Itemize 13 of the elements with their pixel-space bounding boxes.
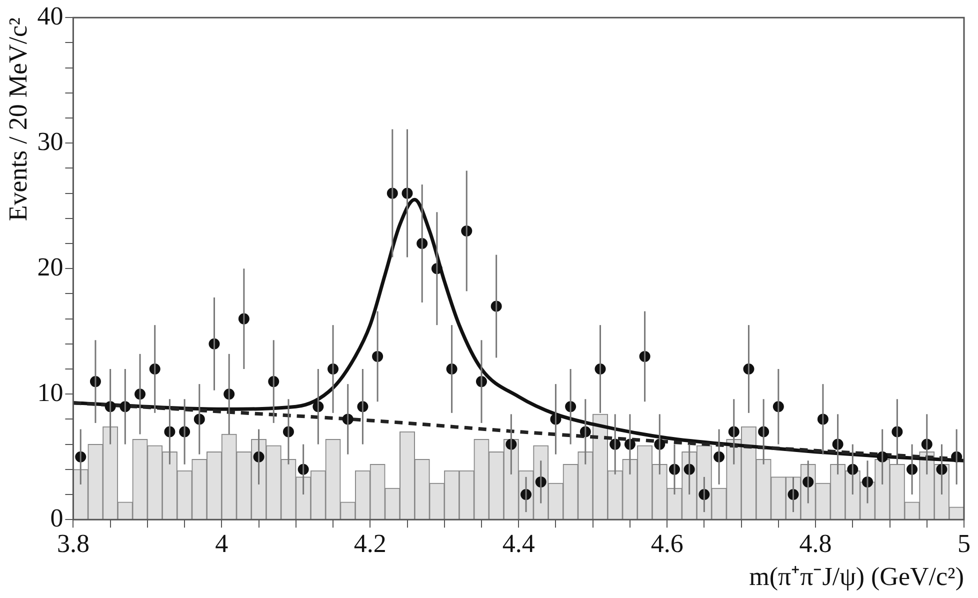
x-tick-label: 4.8: [799, 529, 832, 558]
x-axis-title: m(π⁺π⁻J/ψ) (GeV/c²): [749, 562, 964, 592]
y-axis-title: Events / 20 MeV/c²: [3, 17, 32, 222]
x-tick-label: 5: [958, 529, 970, 558]
y-tick-label: 30: [37, 126, 64, 156]
x-tick-label: 4.2: [354, 529, 386, 558]
y-tick-label: 10: [37, 378, 64, 407]
line-series: [73, 401, 964, 462]
y-tick-label: 20: [37, 252, 64, 282]
x-tick-label: 4.4: [502, 529, 535, 558]
x-tick-label: 4.6: [650, 529, 684, 558]
y-tick-label: 40: [37, 1, 64, 30]
x-tick-label: 4: [215, 529, 228, 558]
